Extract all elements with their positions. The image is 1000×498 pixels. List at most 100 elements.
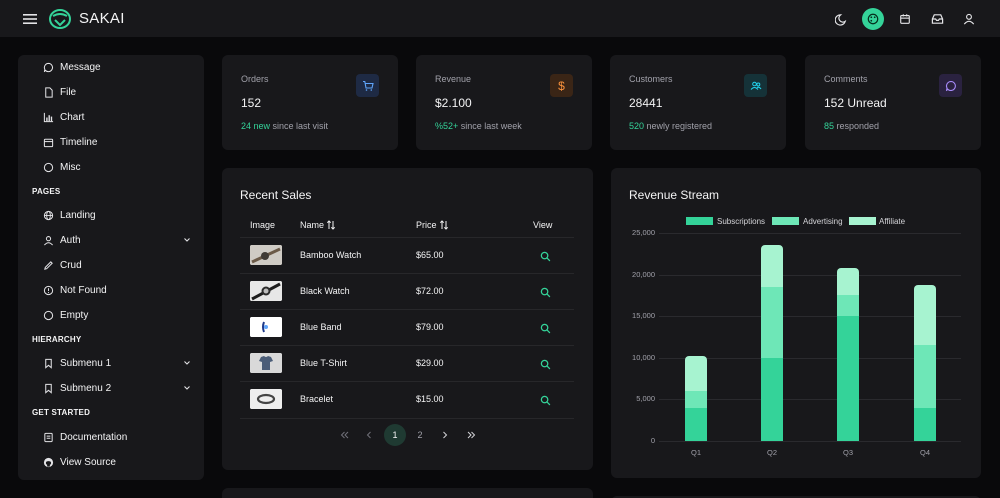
bar-affiliate-q2[interactable] [761,245,783,288]
pager-prev-button[interactable] [358,424,380,446]
y-tick-label: 15,000 [632,311,655,321]
search-icon[interactable] [539,394,551,406]
bar-advertising-q1[interactable] [685,391,707,408]
sidebar-item-timeline[interactable]: Timeline [42,134,192,150]
sidebar-item-crud[interactable]: Crud [42,257,192,273]
chevron-down-icon[interactable] [182,383,192,393]
card-title: Recent Sales [240,188,312,202]
moon-icon[interactable] [830,8,852,30]
bar-affiliate-q4[interactable] [914,284,936,346]
sidebar-item-chart[interactable]: Chart [42,109,192,125]
bar-advertising-q2[interactable] [761,287,783,358]
sort-icon[interactable] [326,220,336,230]
pager-page-1[interactable]: 1 [384,424,406,446]
double-chevron-left-icon [340,431,349,439]
pager-next-button[interactable] [434,424,456,446]
sidebar-item-not-found[interactable]: Not Found [42,282,192,298]
bar-subscriptions-q2[interactable] [761,357,783,441]
sidebar-item-view-source[interactable]: View Source [42,454,192,470]
chart-icon [42,111,54,123]
y-tick-label: 25,000 [632,228,655,237]
stat-sub-label: since last visit [270,121,329,131]
sort-icon[interactable] [439,220,449,230]
chart-gridline [659,233,961,234]
legend-label-subscriptions[interactable]: Subscriptions [717,217,766,226]
sidebar-item-label: Documentation [60,431,128,443]
chart-gridline [659,274,961,276]
palette-icon[interactable] [862,8,884,30]
product-price: $29.00 [416,358,444,368]
sidebar-item-submenu-2[interactable]: Submenu 2 [42,380,192,396]
y-tick-label: 0 [650,436,655,445]
sidebar-item-empty[interactable]: Empty [42,307,192,323]
sidebar-item-label: Misc [60,161,81,173]
pager-last-button[interactable] [460,424,482,446]
topbar: SAKAI [0,0,1000,37]
brand-name[interactable]: SAKAI [79,10,125,27]
sidebar-item-message[interactable]: Message [42,59,192,75]
bar-advertising-q3[interactable] [837,295,859,317]
sidebar: Message File Chart Timeline Misc PAGES L… [18,55,204,480]
bar-subscriptions-q4[interactable] [914,407,936,441]
bar-subscriptions-q1[interactable] [685,407,707,441]
calendar-icon[interactable] [894,8,916,30]
menu-icon[interactable] [22,11,38,27]
chart-gridline [659,399,961,401]
column-header-name[interactable]: Name [300,220,336,230]
x-tick-label: Q3 [842,448,853,457]
sidebar-item-label: Auth [60,234,81,246]
sidebar-item-submenu-1[interactable]: Submenu 1 [42,355,192,371]
search-icon[interactable] [539,250,551,262]
github-icon [42,456,54,468]
book-icon [42,431,54,443]
legend-swatch-advertising[interactable] [772,217,799,225]
sidebar-item-auth[interactable]: Auth [42,232,192,248]
logo-icon[interactable] [48,8,72,30]
stat-value: $2.100 [435,96,472,110]
column-header-price[interactable]: Price [416,220,449,230]
revenue-stream-card: Revenue Stream Subscriptions Advertising… [611,168,981,478]
sidebar-item-documentation[interactable]: Documentation [42,429,192,445]
legend-label-affiliate[interactable]: Affiliate [879,217,906,226]
sidebar-item-landing[interactable]: Landing [42,207,192,223]
user-icon [42,234,54,246]
product-price: $15.00 [416,394,444,404]
chevron-down-icon[interactable] [182,358,192,368]
sidebar-item-file[interactable]: File [42,84,192,100]
chevron-left-icon [366,431,372,439]
user-icon[interactable] [958,8,980,30]
search-icon[interactable] [539,322,551,334]
pencil-icon [42,259,54,271]
product-image-bracelet [250,389,282,409]
stat-subtext: 520 newly registered [629,121,712,131]
sidebar-item-label: Submenu 2 [60,382,112,394]
stat-title: Customers [629,74,673,84]
bar-subscriptions-q3[interactable] [837,316,859,441]
legend-label-advertising[interactable]: Advertising [803,217,843,226]
calendar-icon [42,136,54,148]
x-tick-label: Q2 [766,448,777,457]
legend-swatch-subscriptions[interactable] [686,217,713,225]
product-image-black-watch [250,281,282,301]
pager-page-2[interactable]: 2 [417,430,423,440]
stat-sub-label: since last week [458,121,522,131]
pager-first-button[interactable] [333,424,355,446]
circle-icon [42,161,54,173]
sidebar-item-label: Not Found [60,284,107,296]
sidebar-item-misc[interactable]: Misc [42,159,192,175]
bar-advertising-q4[interactable] [914,345,936,408]
search-icon[interactable] [539,286,551,298]
cart-icon [356,74,379,97]
bar-affiliate-q1[interactable] [685,356,707,392]
y-tick-label: 5,000 [636,394,655,404]
stat-title: Comments [824,74,868,84]
search-icon[interactable] [539,358,551,370]
product-image-bamboo-watch [250,245,282,265]
sidebar-item-label: Crud [60,259,82,271]
legend-swatch-affiliate[interactable] [849,217,876,225]
inbox-icon[interactable] [926,8,948,30]
stat-highlight: %52+ [435,121,459,131]
chevron-down-icon[interactable] [182,235,192,245]
bar-affiliate-q3[interactable] [837,267,859,296]
stat-card-customers: Customers 28441 520 newly registered [610,55,786,150]
